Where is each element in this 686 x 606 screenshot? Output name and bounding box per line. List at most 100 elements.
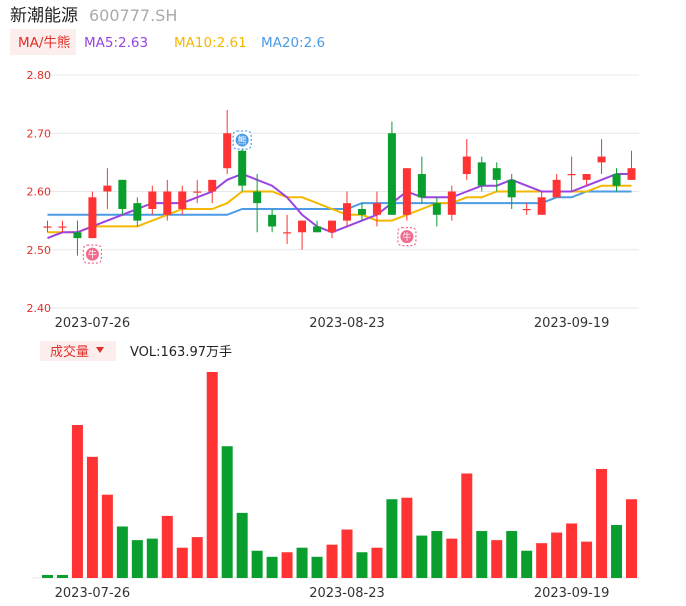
volume-indicator-button[interactable] xyxy=(40,341,116,361)
bull-marker-label: 牛 xyxy=(402,231,411,243)
candle xyxy=(43,220,52,233)
candle-body xyxy=(417,174,426,198)
volume-bar xyxy=(161,515,173,578)
candle xyxy=(627,150,636,180)
candle-body xyxy=(372,203,381,215)
candle xyxy=(507,174,516,209)
y-tick-label: 2.60 xyxy=(27,186,52,199)
volume-bar xyxy=(581,541,593,578)
candle xyxy=(208,179,217,204)
candle-body xyxy=(582,174,591,180)
volume-bar xyxy=(86,456,98,578)
x-tick-label: 2023-08-23 xyxy=(309,586,385,601)
volume-bar xyxy=(236,512,248,578)
bull-marker: 牛 xyxy=(82,244,103,264)
volume-bar xyxy=(341,529,353,578)
candle-body xyxy=(552,179,561,198)
volume-bar xyxy=(356,552,368,578)
candle-body xyxy=(73,232,82,239)
candle-body xyxy=(387,133,396,215)
moving-average-lines xyxy=(47,172,632,240)
candle xyxy=(103,168,112,209)
candle xyxy=(447,185,456,221)
candle-body xyxy=(612,174,621,186)
bear-marker-label: 熊 xyxy=(238,135,247,147)
candle-body xyxy=(342,203,351,221)
volume-bar xyxy=(41,574,53,578)
x-tick-label: 2023-08-23 xyxy=(309,316,385,331)
volume-bar xyxy=(521,550,533,578)
x-tick-label: 2023-09-19 xyxy=(534,316,610,331)
candle xyxy=(148,185,157,215)
candle xyxy=(417,156,426,204)
candle-body xyxy=(447,191,456,215)
stock-code: 600777.SH xyxy=(89,6,177,25)
candle xyxy=(492,162,501,192)
candle xyxy=(522,203,531,215)
volume-bar xyxy=(116,526,128,578)
candle xyxy=(402,168,411,221)
volume-bar xyxy=(446,538,458,578)
volume-bar xyxy=(506,531,518,578)
candle-body xyxy=(477,162,486,186)
candle xyxy=(163,179,172,221)
candle-body xyxy=(522,208,531,211)
candle-body xyxy=(43,226,52,228)
volume-bar xyxy=(101,494,113,578)
volume-bar xyxy=(281,552,293,578)
candle-body xyxy=(88,197,97,239)
volume-bar xyxy=(146,538,158,578)
candle xyxy=(477,156,486,192)
volume-bar xyxy=(176,547,188,578)
candle xyxy=(118,179,127,215)
candle-body xyxy=(492,168,501,180)
x-tick-label: 2023-09-19 xyxy=(534,586,610,601)
candle-body xyxy=(567,174,576,176)
volume-bar xyxy=(611,524,623,578)
candle-body xyxy=(402,168,411,215)
candle xyxy=(537,191,546,215)
candle-body xyxy=(313,226,322,233)
ma-bull-bear-button[interactable] xyxy=(10,29,76,55)
volume-bar xyxy=(431,531,443,578)
volume-bar xyxy=(311,556,323,578)
candle xyxy=(328,220,337,239)
candle-body xyxy=(597,156,606,163)
y-tick-label: 2.50 xyxy=(27,244,52,257)
candle xyxy=(342,191,351,227)
bear-marker-badge xyxy=(235,133,249,147)
volume-bar xyxy=(266,556,278,578)
volume-bar xyxy=(416,535,428,578)
volume-bar xyxy=(401,497,413,578)
volume-bar xyxy=(191,537,203,578)
volume-bar xyxy=(131,540,143,578)
candle xyxy=(612,168,621,192)
volume-bar xyxy=(566,523,578,578)
candle xyxy=(462,139,471,180)
candle xyxy=(58,220,67,233)
volume-bar xyxy=(536,543,548,578)
volume-bar xyxy=(251,550,263,578)
candle-body xyxy=(193,191,202,193)
volume-value: VOL:163.97万手 xyxy=(130,345,232,360)
candle-body xyxy=(328,220,337,233)
ma5-line xyxy=(47,172,632,240)
candle-body xyxy=(298,220,307,233)
candle xyxy=(73,220,82,256)
candle-body xyxy=(507,179,516,198)
candle-body xyxy=(537,197,546,215)
candle xyxy=(432,197,441,227)
candle xyxy=(223,109,232,175)
y-tick-label: 2.80 xyxy=(27,69,52,82)
candle-body xyxy=(253,191,262,204)
volume-bars xyxy=(41,372,638,578)
candle-body xyxy=(432,203,441,215)
price-x-axis: 2023-07-26 2023-08-23 2023-09-19 xyxy=(55,316,610,331)
bull-marker-badge xyxy=(85,247,99,261)
ma10-line xyxy=(47,184,632,234)
volume-bar xyxy=(326,544,338,578)
candle-body xyxy=(268,214,277,227)
candle-body xyxy=(118,179,127,209)
candle-body xyxy=(357,208,366,215)
